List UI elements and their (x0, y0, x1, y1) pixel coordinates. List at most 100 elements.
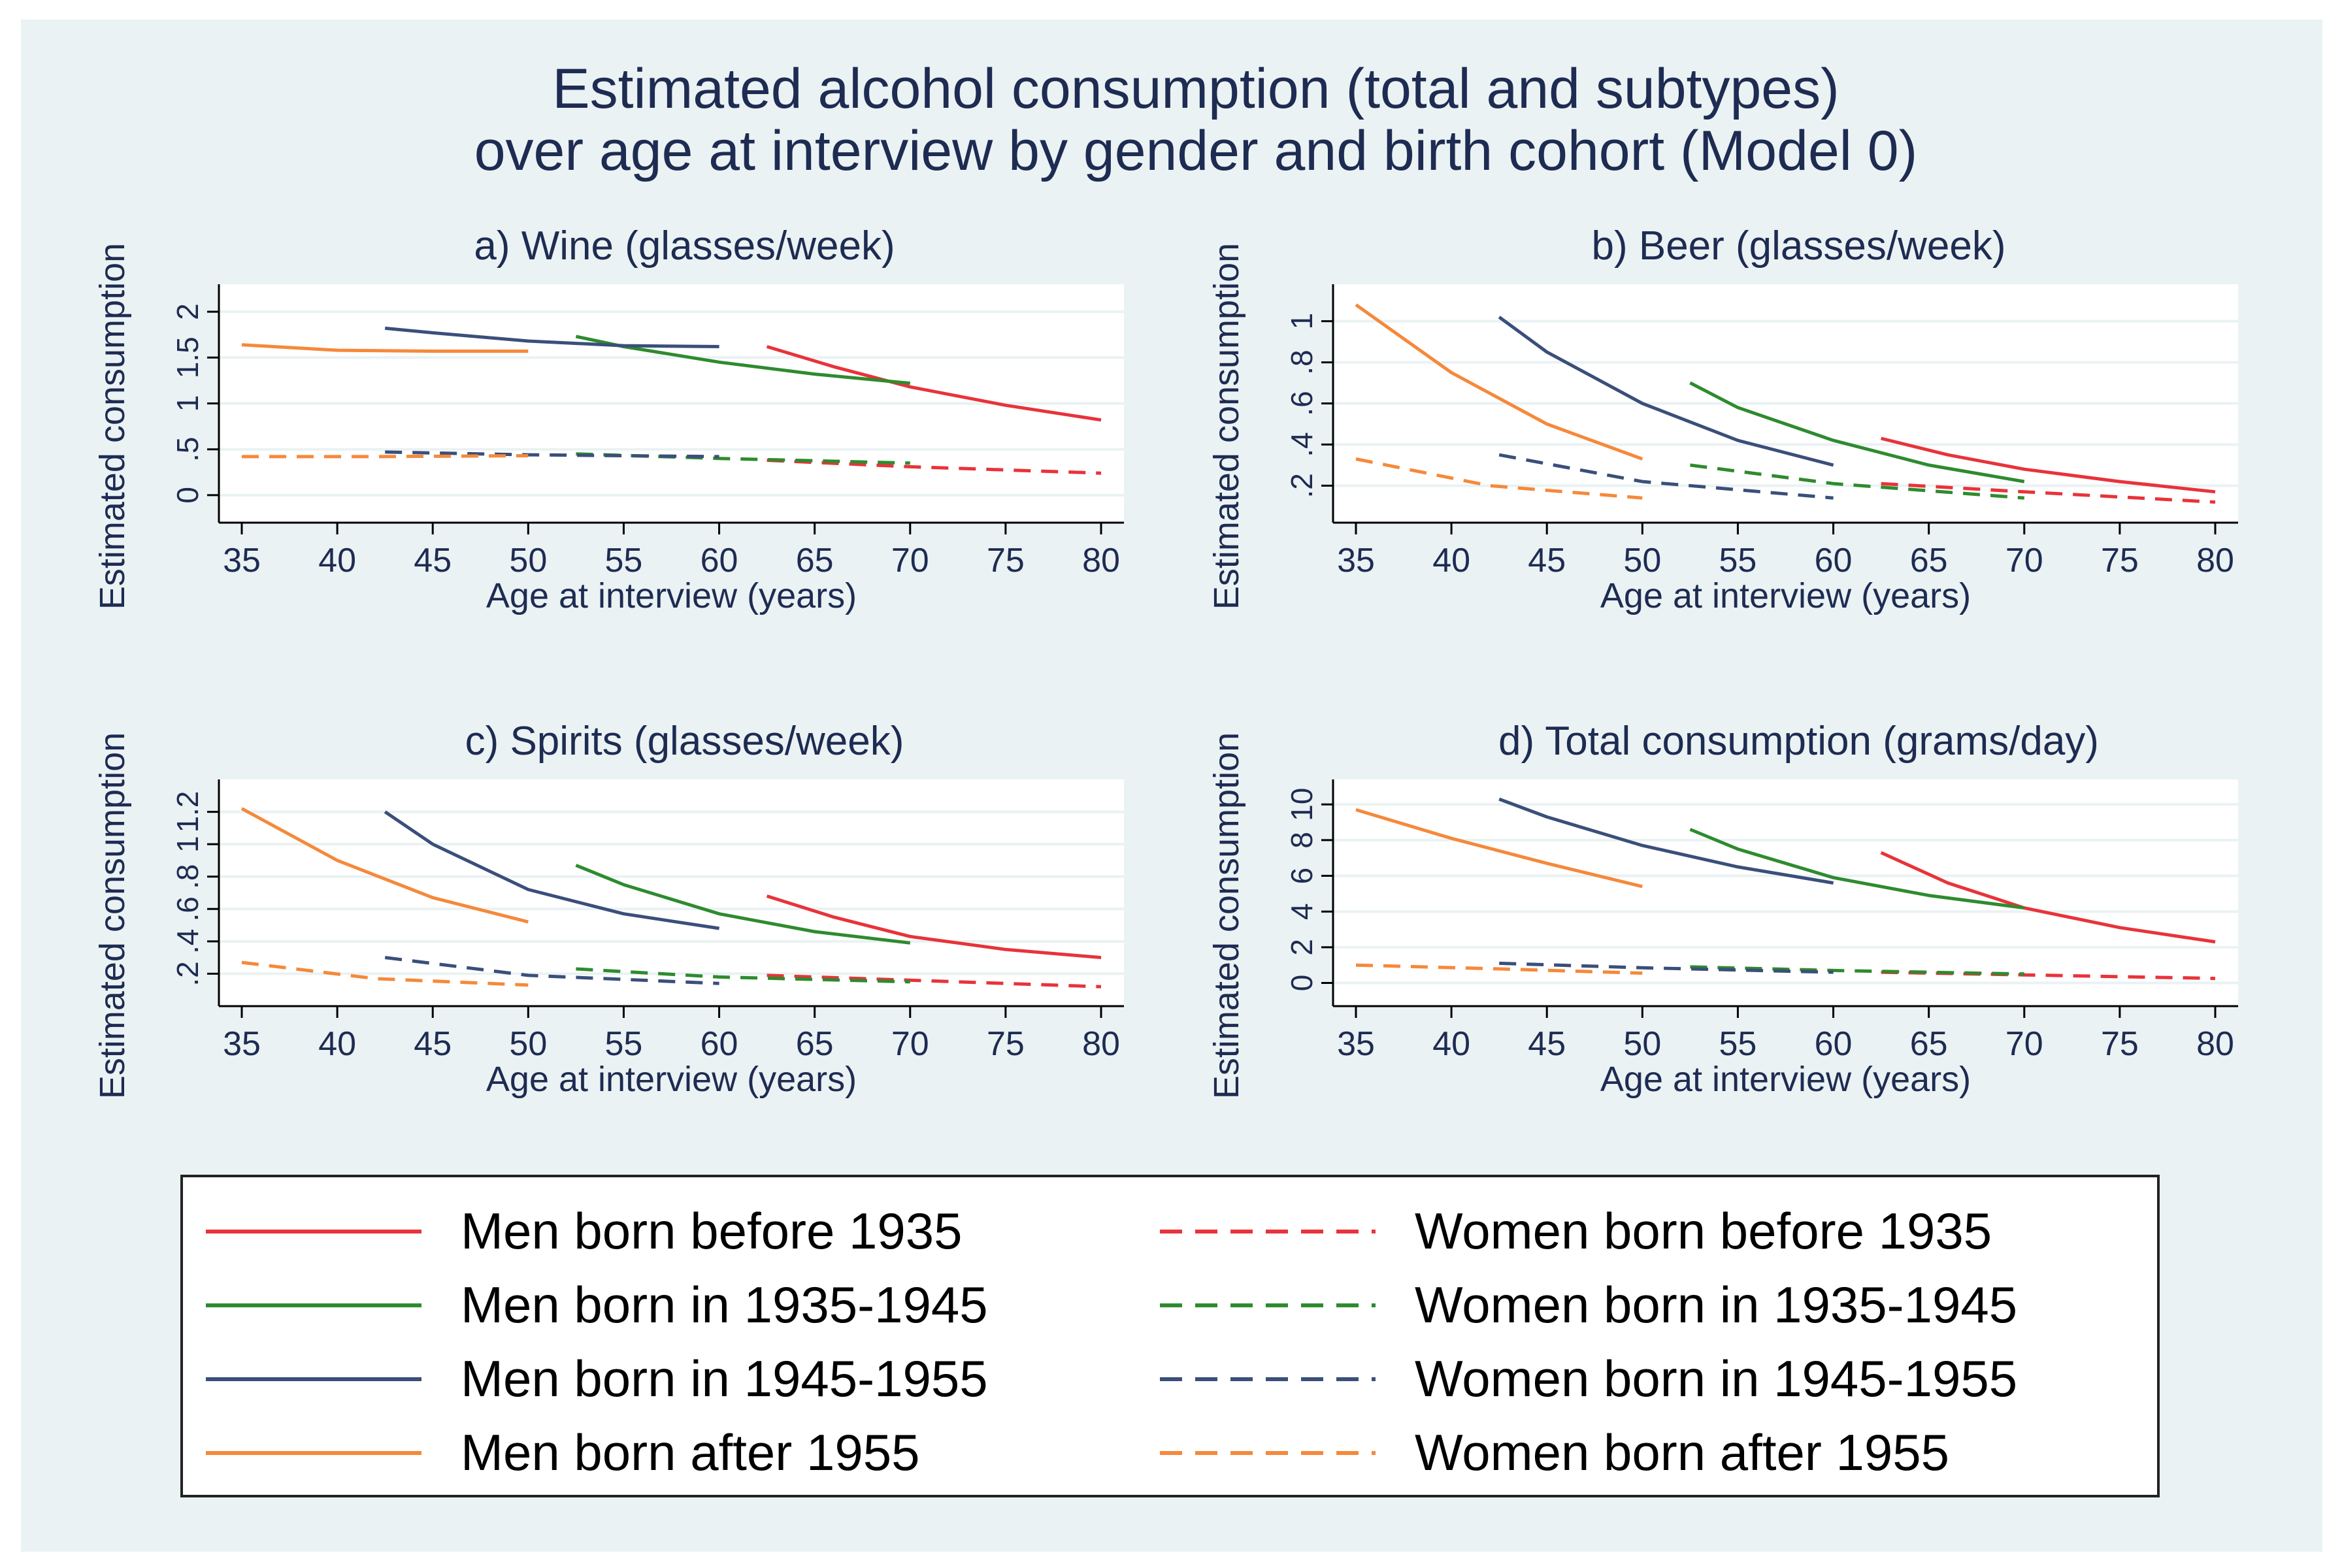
y-tick-label: 8 (1285, 832, 1319, 849)
y-tick-label: 0 (171, 487, 205, 504)
panel-title: d) Total consumption (grams/day) (1498, 719, 2099, 764)
series-line-women_4555 (1499, 961, 1834, 974)
series-line-women_pre1935 (767, 459, 1102, 475)
panel-0: 0 .5 1 1.5 2 35 40 45 50 55 60 65 70 75 80 Age at inter… (93, 223, 1124, 615)
series-line-men_post1955 (1355, 808, 1643, 889)
y-tick-label: 1 (171, 395, 205, 412)
y-axis-title: Estimated consumption (1207, 732, 1246, 1099)
x-tick-label: 45 (414, 1025, 452, 1063)
x-tick-label: 45 (1528, 1025, 1566, 1063)
x-axis-title: Age at interview (years) (486, 1060, 857, 1099)
panel-2: .2 .4 .6 .8 1 1.2 35 40 45 50 55 60 65 70 75 80 Age at i… (93, 719, 1124, 1099)
legend-label-women_4555: Women born in 1945-1955 (1415, 1350, 2017, 1407)
y-tick-label: 6 (1285, 868, 1319, 885)
legend-label-women_pre1935: Women born before 1935 (1415, 1202, 1992, 1260)
x-tick-label: 40 (1432, 542, 1470, 580)
panel-title: c) Spirits (glasses/week) (465, 719, 904, 764)
x-tick-label: 40 (1432, 1025, 1470, 1063)
series-line-men_3545 (575, 335, 911, 385)
x-tick-label: 75 (987, 1025, 1025, 1063)
x-axis-title: Age at interview (years) (1600, 576, 1971, 615)
series-line-men_pre1935 (1881, 436, 2216, 494)
x-tick-label: 55 (1719, 542, 1757, 580)
x-tick-label: 75 (2101, 1025, 2139, 1063)
series-line-men_post1955 (1355, 303, 1643, 461)
x-tick-label: 35 (1337, 542, 1375, 580)
x-tick-label: 75 (987, 542, 1025, 580)
x-tick-label: 55 (1719, 1025, 1757, 1063)
x-tick-label: 65 (796, 1025, 834, 1063)
series-line-men_pre1935 (766, 894, 1102, 960)
x-tick-label: 50 (509, 542, 547, 580)
legend-box (180, 1175, 2160, 1497)
panel-title: a) Wine (glasses/week) (474, 223, 895, 269)
x-tick-label: 80 (1082, 1025, 1120, 1063)
x-tick-label: 35 (223, 542, 261, 580)
figure-title-line1: Estimated alcohol consumption (total and… (552, 57, 1839, 120)
y-tick-label: 1.5 (171, 336, 205, 378)
x-tick-label: 70 (891, 1025, 929, 1063)
y-axis-title: Estimated consumption (1207, 243, 1246, 610)
series-line-men_post1955 (241, 343, 529, 353)
y-tick-label: 2 (171, 303, 205, 320)
x-tick-label: 80 (1082, 542, 1120, 580)
y-axis-title: Estimated consumption (93, 243, 132, 610)
x-tick-label: 60 (1815, 1025, 1853, 1063)
series-line-women_pre1935 (1881, 482, 2216, 504)
series-line-men_4555 (1498, 797, 1834, 885)
series-line-women_3545 (1690, 965, 2024, 976)
x-tick-label: 35 (223, 1025, 261, 1063)
x-tick-label: 55 (605, 1025, 643, 1063)
legend-label-women_post1955: Women born after 1955 (1415, 1424, 1949, 1481)
series-line-men_4555 (384, 326, 719, 348)
y-tick-label: 1 (171, 836, 205, 853)
legend-label-men_3545: Men born in 1935-1945 (461, 1276, 988, 1333)
series-line-men_3545 (1689, 381, 2025, 483)
x-tick-label: 50 (1623, 1025, 1661, 1063)
series-line-men_4555 (384, 810, 719, 930)
x-tick-label: 70 (891, 542, 929, 580)
y-tick-label: .8 (1285, 350, 1319, 374)
y-tick-label: 10 (1285, 788, 1319, 821)
y-tick-label: 0 (1285, 975, 1319, 992)
series-line-men_4555 (1498, 316, 1834, 467)
series-line-women_3545 (1690, 463, 2024, 500)
y-tick-label: 2 (1285, 939, 1319, 956)
legend: Men born before 1935 Women born before 19… (180, 1175, 2160, 1497)
legend-label-men_post1955: Men born after 1955 (461, 1424, 919, 1481)
panel-1: .2 .4 .6 .8 1 35 40 45 50 55 60 65 70 75 80 Age at inte… (1207, 223, 2238, 615)
x-tick-label: 45 (414, 542, 452, 580)
panel-title: b) Beer (glasses/week) (1591, 223, 2005, 269)
x-tick-label: 65 (1910, 542, 1948, 580)
y-tick-label: .5 (171, 437, 205, 462)
x-tick-label: 70 (2005, 1025, 2043, 1063)
y-tick-label: .4 (1285, 432, 1319, 457)
series-line-men_pre1935 (766, 345, 1102, 422)
x-tick-label: 40 (318, 542, 356, 580)
x-tick-label: 45 (1528, 542, 1566, 580)
x-tick-label: 60 (701, 542, 738, 580)
y-tick-label: 4 (1285, 903, 1319, 920)
y-axis-title: Estimated consumption (93, 732, 132, 1099)
y-tick-label: 1.2 (171, 791, 205, 833)
x-tick-label: 60 (1815, 542, 1853, 580)
y-tick-label: .6 (171, 896, 205, 921)
series-line-women_post1955 (242, 454, 529, 459)
x-tick-label: 55 (605, 542, 643, 580)
legend-label-men_pre1935: Men born before 1935 (461, 1202, 963, 1260)
series-line-men_3545 (575, 864, 911, 945)
x-tick-label: 80 (2196, 542, 2234, 580)
x-tick-label: 80 (2196, 1025, 2234, 1063)
x-tick-label: 35 (1337, 1025, 1375, 1063)
x-axis-title: Age at interview (years) (486, 576, 857, 615)
plot-area (219, 779, 1124, 1006)
figure-title-line2: over age at interview by gender and birt… (474, 120, 1918, 182)
x-tick-label: 50 (1623, 542, 1661, 580)
x-tick-label: 70 (2005, 542, 2043, 580)
series-line-women_post1955 (1355, 963, 1643, 975)
legend-label-women_3545: Women born in 1935-1945 (1415, 1276, 2017, 1333)
series-line-women_4555 (385, 450, 719, 459)
series-line-women_3545 (576, 452, 910, 465)
